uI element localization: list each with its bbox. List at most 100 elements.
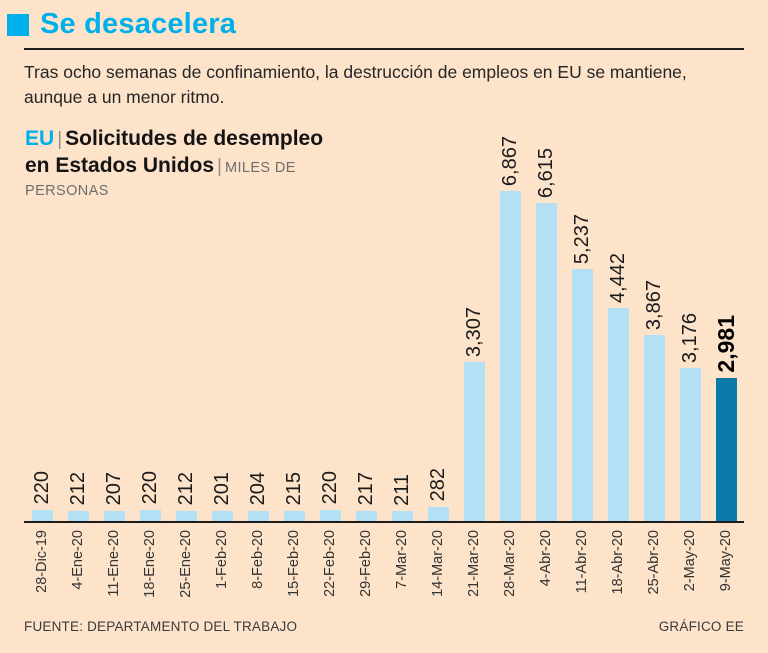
bar-column: 6,867 [492, 136, 528, 521]
chart-title-main-1: Solicitudes de desempleo [65, 126, 324, 150]
x-axis-label: 21-Mar-20 [466, 529, 482, 597]
bar-value-label: 3,867 [642, 279, 665, 330]
bar-value-label: 212 [66, 472, 89, 506]
bar [247, 510, 269, 521]
title-bullet-square [7, 13, 29, 36]
separator-pipe: | [217, 156, 222, 178]
bar-value-label: 212 [174, 472, 197, 506]
bar [211, 510, 233, 521]
bar [319, 509, 341, 521]
x-axis-label-cell: 28-Mar-20 [492, 523, 528, 615]
x-axis-label-cell: 28-Dic-19 [24, 523, 60, 615]
x-axis-label-cell: 7-Mar-20 [384, 523, 420, 615]
bar [679, 367, 701, 521]
footer: FUENTE: DEPARTAMENTO DEL TRABAJO GRÁFICO… [24, 619, 744, 634]
bar [103, 510, 125, 521]
x-axis-label: 7-Mar-20 [394, 529, 410, 589]
intro-text: Tras ocho semanas de confinamiento, la d… [24, 62, 687, 108]
header-divider [24, 48, 744, 50]
bar-column: 3,867 [636, 280, 672, 521]
x-axis-label-cell: 8-Feb-20 [240, 523, 276, 615]
x-axis-label: 9-May-20 [718, 529, 734, 591]
x-axis-label-cell: 25-Abr-20 [636, 523, 672, 615]
bar-value-label: 3,176 [678, 312, 701, 363]
chart: EU | Solicitudes de desempleo en Estados U… [24, 115, 744, 615]
page-title: Se desacelera [40, 8, 237, 40]
bar [607, 307, 629, 521]
bar-column: 6,615 [528, 148, 564, 521]
x-axis-label: 1-Feb-20 [214, 529, 230, 589]
x-axis-label-cell: 4-Ene-20 [60, 523, 96, 615]
x-axis-label: 8-Feb-20 [250, 529, 266, 589]
bar-column: 212 [168, 472, 204, 521]
source-text: FUENTE: DEPARTAMENTO DEL TRABAJO [24, 618, 298, 634]
x-axis-label: 11-Abr-20 [574, 529, 590, 594]
bar-value-label: 4,442 [606, 252, 629, 303]
bar-column: 207 [96, 472, 132, 521]
bar-column: 282 [420, 468, 456, 521]
x-axis-label-cell: 4-Abr-20 [528, 523, 564, 615]
x-axis-label-cell: 22-Feb-20 [312, 523, 348, 615]
x-axis-label: 25-Ene-20 [178, 529, 194, 598]
bar [463, 361, 485, 521]
bar-value-label: 3,307 [462, 306, 485, 357]
x-axis-label-cell: 21-Mar-20 [456, 523, 492, 615]
bar [391, 510, 413, 521]
bar-value-label: 282 [426, 468, 449, 502]
chart-x-axis: 28-Dic-19 4-Ene-20 11-Ene-20 18-Ene-20 25-En… [24, 523, 744, 615]
x-axis-label-cell: 18-Ene-20 [132, 523, 168, 615]
x-axis-label: 15-Feb-20 [286, 529, 302, 597]
bar-value-label: 211 [390, 473, 413, 506]
x-axis-label-cell: 18-Abr-20 [600, 523, 636, 615]
chart-title-main-2: en Estados Unidos [25, 154, 215, 178]
chart-title-unit-1: MILES DE [224, 160, 296, 177]
bar-value-label: 6,615 [534, 147, 557, 198]
bar-column: 204 [240, 472, 276, 521]
x-axis-label: 25-Abr-20 [646, 529, 662, 595]
bar [571, 268, 593, 521]
bar-column: 220 [132, 471, 168, 521]
bar-column: 212 [60, 472, 96, 521]
x-axis-label-cell: 14-Mar-20 [420, 523, 456, 615]
bar [643, 334, 665, 521]
bar-column: 3,176 [672, 313, 708, 521]
bar-value-label: 207 [102, 472, 125, 506]
chart-title: EU | Solicitudes de desempleo en Estados U… [25, 125, 323, 202]
bar-column: 2,981 [708, 315, 744, 521]
x-axis-label: 28-Dic-19 [34, 529, 50, 593]
chart-title-region: EU [25, 126, 55, 150]
chart-title-unit-2: PERSONAS [25, 183, 109, 200]
bar [31, 509, 53, 521]
x-axis-label: 14-Mar-20 [430, 529, 446, 597]
bar [67, 510, 89, 521]
chart-title-line-1: EU | Solicitudes de desempleo [25, 125, 323, 153]
bar [175, 510, 197, 521]
bar-column: 220 [24, 471, 60, 521]
bar-column: 211 [384, 474, 420, 521]
bar-highlighted [715, 377, 737, 521]
bar-value-label: 6,867 [498, 135, 521, 186]
bar-value-label: 204 [246, 472, 269, 506]
bar-column: 3,307 [456, 307, 492, 521]
x-axis-label-cell: 25-Ene-20 [168, 523, 204, 615]
x-axis-label: 4-Ene-20 [70, 529, 86, 590]
bar-value-label: 201 [210, 472, 233, 506]
bar-column: 215 [276, 472, 312, 521]
bar-value-label: 220 [318, 471, 341, 505]
header: Se desacelera [7, 8, 744, 41]
chart-title-line-3: PERSONAS [25, 180, 323, 201]
x-axis-label-cell: 2-May-20 [672, 523, 708, 615]
separator-pipe: | [57, 128, 63, 150]
x-axis-label: 2-May-20 [682, 529, 698, 591]
bar-column: 220 [312, 471, 348, 521]
bar-value-label: 217 [354, 472, 377, 506]
x-axis-label: 18-Abr-20 [610, 529, 626, 595]
x-axis-label-cell: 29-Feb-20 [348, 523, 384, 615]
bar-column: 4,442 [600, 253, 636, 521]
credit-text: GRÁFICO EE [658, 618, 744, 634]
chart-bars: 220 212 207 220 212 201 204 215 220 217 211 282 3,30… [24, 115, 744, 523]
x-axis-label: 28-Mar-20 [502, 529, 518, 597]
chart-title-line-2: en Estados Unidos | MILES DE [25, 152, 323, 180]
bar [283, 510, 305, 521]
